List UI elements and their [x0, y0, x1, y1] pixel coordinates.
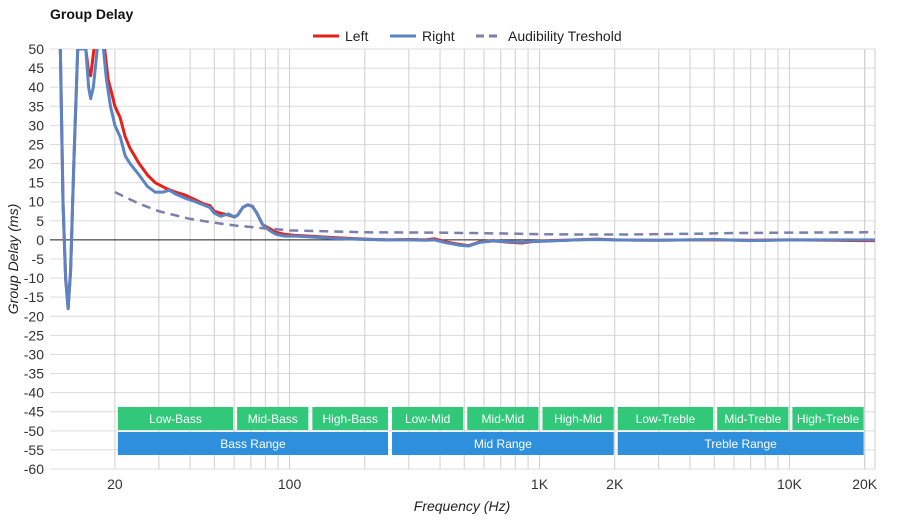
grid	[50, 48, 876, 470]
band-block	[237, 407, 309, 430]
y-tick-label: 0	[36, 232, 44, 248]
band-block	[392, 432, 614, 455]
band-label: Treble Range	[705, 437, 778, 451]
y-tick-label: 15	[28, 175, 44, 191]
band-block	[717, 407, 789, 430]
y-tick-label: -25	[24, 327, 44, 343]
y-tick-labels: 50454035302520151050-5-10-15-20-25-30-35…	[24, 41, 44, 477]
y-tick-label: -50	[24, 423, 44, 439]
y-tick-label: 30	[28, 117, 44, 133]
y-tick-label: 5	[36, 213, 44, 229]
series-lines	[58, 49, 875, 311]
y-tick-label: 50	[28, 41, 44, 57]
y-tick-label: -40	[24, 385, 44, 401]
x-tick-label: 10K	[777, 476, 803, 492]
band-block	[117, 407, 234, 430]
x-tick-label: 2K	[606, 476, 624, 492]
chart-title: Group Delay	[50, 6, 133, 22]
legend-label: Right	[422, 28, 455, 44]
legend: Left Right Audibility Treshold	[313, 28, 622, 44]
x-tick-label: 100	[278, 476, 302, 492]
series-line-audibility-treshold	[114, 191, 875, 236]
series-line-right	[58, 49, 875, 311]
frequency-bands: Low-Bass Mid-Bass High-Bass Low-Mid Mid-Mid H…	[117, 407, 864, 455]
x-tick-label: 1K	[531, 476, 549, 492]
y-tick-label: 10	[28, 194, 44, 210]
band-block	[117, 432, 389, 455]
band-block	[467, 407, 539, 430]
y-tick-label: -15	[24, 289, 44, 305]
legend-label: Audibility Treshold	[508, 28, 622, 44]
band-label: Bass Range	[220, 437, 286, 451]
x-axis-label: Frequency (Hz)	[414, 498, 510, 514]
band-block	[312, 407, 389, 430]
legend-label: Left	[345, 28, 368, 44]
band-block	[617, 432, 864, 455]
band-label: Low-Mid	[405, 412, 450, 426]
series-clip	[58, 49, 875, 311]
y-tick-label: -35	[24, 366, 44, 382]
band-label: High-Mid	[554, 412, 602, 426]
y-tick-label: -30	[24, 346, 44, 362]
x-tick-labels: 20 100 1K 2K 10K 20K	[107, 476, 878, 492]
y-tick-label: 45	[28, 60, 44, 76]
y-tick-label: 20	[28, 156, 44, 172]
y-tick-label: -60	[24, 461, 44, 477]
series-line-left	[58, 49, 875, 311]
band-label: Mid-Treble	[724, 412, 781, 426]
band-block	[392, 407, 464, 430]
y-tick-label: -5	[32, 251, 45, 267]
band-label: Low-Bass	[149, 412, 202, 426]
y-tick-label: -20	[24, 308, 44, 324]
band-label: High-Bass	[323, 412, 378, 426]
band-label: Low-Treble	[636, 412, 696, 426]
band-label: Mid-Mid	[482, 412, 525, 426]
band-label: Mid Range	[474, 437, 532, 451]
y-tick-label: -45	[24, 404, 44, 420]
x-tick-label: 20	[107, 476, 123, 492]
band-block	[792, 407, 864, 430]
y-tick-label: 35	[28, 98, 44, 114]
y-axis-label: Group Delay (ms)	[5, 204, 21, 314]
band-label: High-Treble	[797, 412, 860, 426]
band-block	[542, 407, 614, 430]
band-label: Mid-Bass	[248, 412, 298, 426]
y-tick-label: 25	[28, 136, 44, 152]
y-tick-label: -55	[24, 442, 44, 458]
y-tick-label: -10	[24, 270, 44, 286]
y-tick-label: 40	[28, 79, 44, 95]
band-block	[617, 407, 714, 430]
x-tick-label: 20K	[852, 476, 878, 492]
